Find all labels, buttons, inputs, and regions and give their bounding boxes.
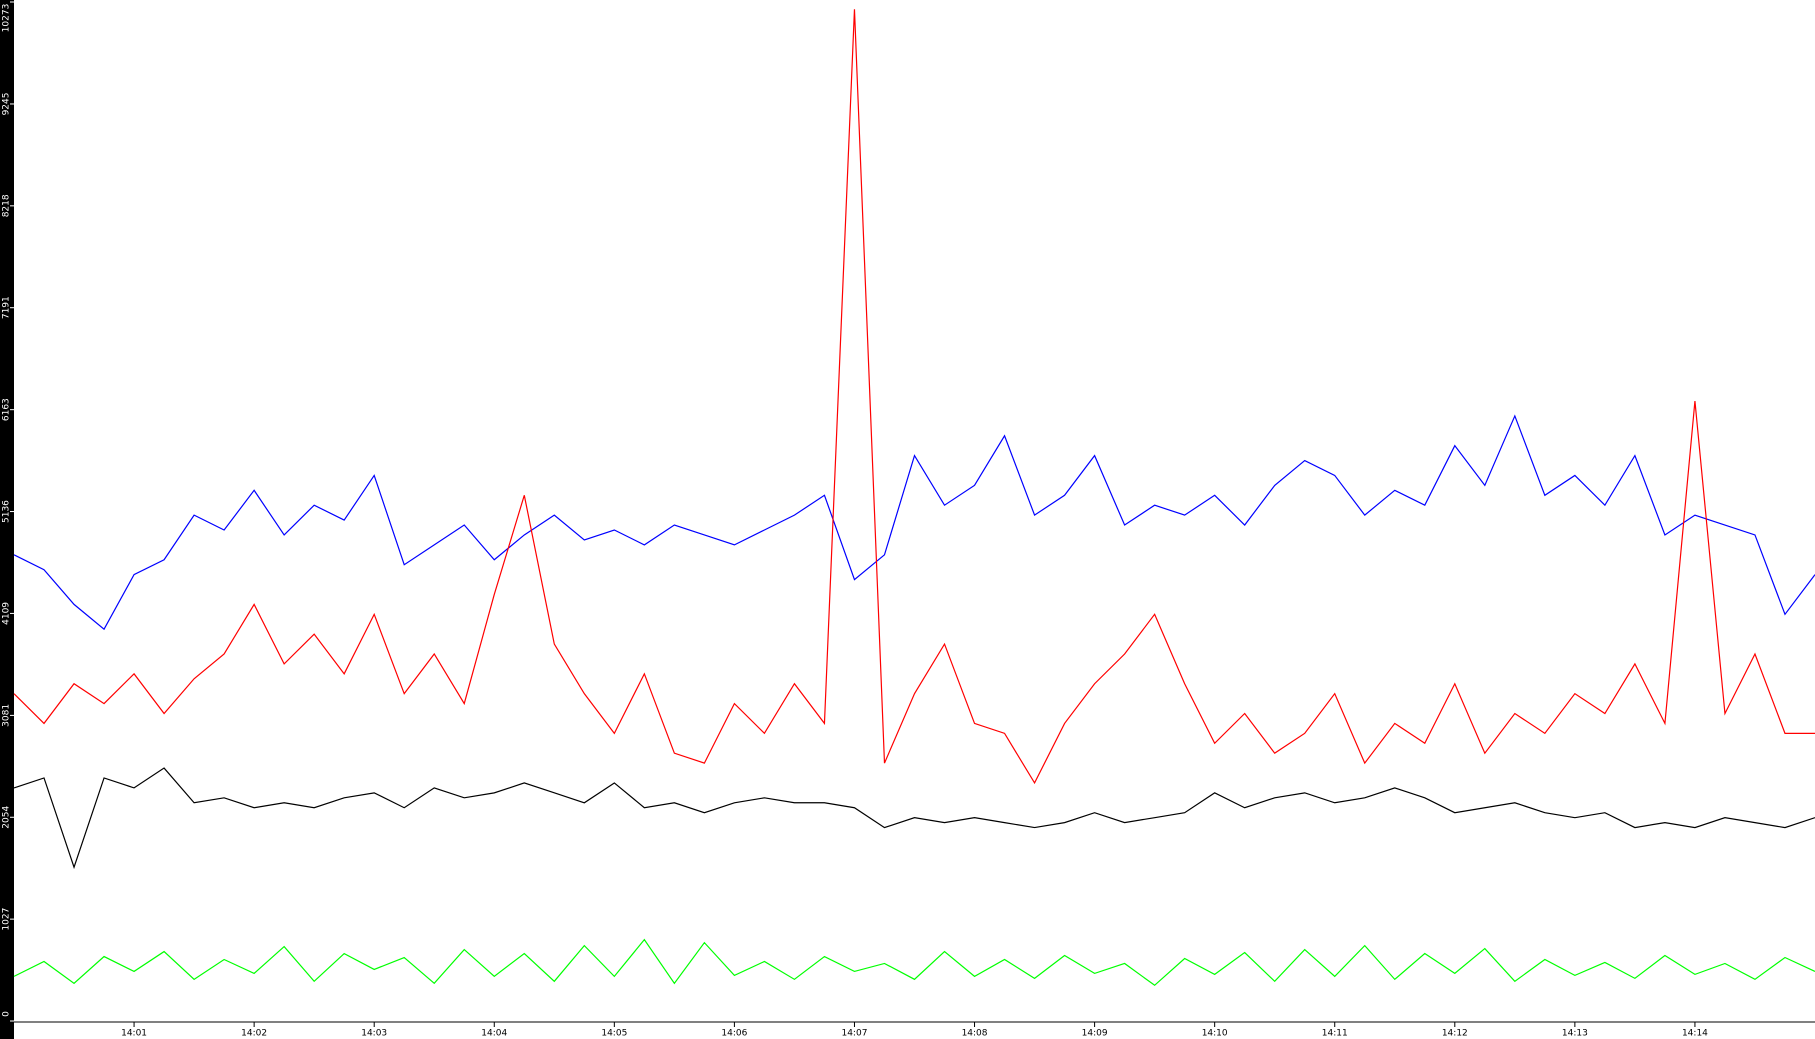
- y-tick-label: 9245: [2, 93, 12, 116]
- x-tick-label: 14:11: [1322, 1029, 1348, 1039]
- series-line: [13, 938, 1815, 987]
- y-tick-label: 3081: [2, 704, 12, 727]
- y-axis-strip: [0, 0, 14, 1039]
- x-tick-label: 14:06: [721, 1029, 747, 1039]
- series-line: [13, 767, 1815, 870]
- x-tick-label: 14:04: [481, 1029, 507, 1039]
- series-line: [13, 414, 1815, 631]
- y-tick-label: 8218: [2, 194, 12, 217]
- y-tick-label: 7191: [2, 296, 12, 319]
- x-tick-label: 14:08: [962, 1029, 988, 1039]
- x-tick-label: 14:10: [1202, 1029, 1228, 1039]
- x-tick-label: 14:01: [121, 1029, 147, 1039]
- y-tick-label: 5136: [2, 500, 12, 523]
- x-tick-label: 14:05: [601, 1029, 627, 1039]
- y-tick-label: 10273: [2, 4, 12, 33]
- y-tick-label: 0: [2, 1011, 12, 1017]
- x-tick-label: 14:07: [841, 1029, 867, 1039]
- y-tick-label: 6163: [2, 398, 12, 421]
- x-tick-label: 14:02: [241, 1029, 267, 1039]
- y-tick-label: 1027: [2, 908, 12, 931]
- x-tick-label: 14:13: [1562, 1029, 1588, 1039]
- x-tick-label: 14:09: [1082, 1029, 1108, 1039]
- x-tick-label: 14:03: [361, 1029, 387, 1039]
- y-tick-label: 4109: [2, 602, 12, 625]
- y-tick-label: 2054: [2, 806, 12, 829]
- series-line: [13, 9, 1815, 785]
- x-tick-label: 14:12: [1442, 1029, 1468, 1039]
- x-tick-label: 14:14: [1682, 1029, 1708, 1039]
